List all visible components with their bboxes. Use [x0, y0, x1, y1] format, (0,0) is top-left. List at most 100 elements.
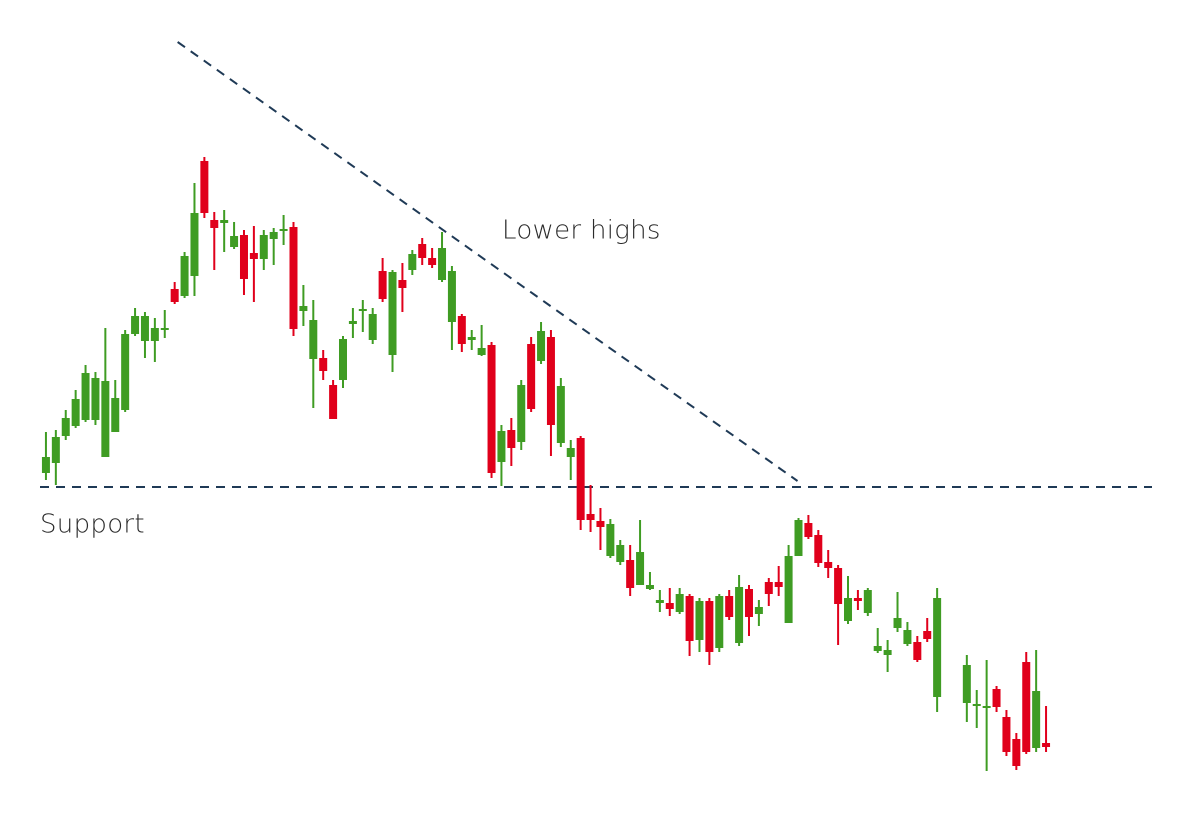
candle-body — [230, 236, 239, 247]
candle-body — [61, 418, 70, 436]
candle-body — [754, 607, 763, 614]
candle-body — [170, 289, 179, 302]
candle-body — [487, 345, 496, 473]
candle-body — [853, 598, 862, 601]
candle-body — [71, 399, 80, 426]
candle-body — [735, 587, 744, 643]
candle-body — [517, 385, 526, 442]
candle-body — [428, 258, 437, 265]
candle-body — [329, 385, 338, 419]
candle-body — [368, 314, 377, 340]
candle-body — [378, 271, 387, 299]
candle-body — [616, 545, 625, 562]
candle-body — [596, 521, 605, 527]
candle-body — [239, 235, 248, 279]
candle-body — [457, 316, 466, 344]
candle-body — [467, 337, 476, 340]
candle-body — [972, 704, 981, 706]
candle-body — [339, 339, 348, 380]
candle-body — [606, 524, 615, 556]
candle-body — [933, 598, 942, 697]
candle-body — [982, 706, 991, 708]
candle-body — [438, 248, 447, 280]
candle-body — [645, 585, 654, 589]
candle-body — [319, 358, 328, 371]
candle-body — [309, 320, 318, 359]
candle-body — [695, 601, 704, 640]
candle-body — [210, 220, 219, 228]
candle-body — [200, 161, 209, 213]
candle-body — [1012, 739, 1021, 766]
candle-body — [180, 256, 189, 296]
candle-body — [269, 232, 278, 239]
candle-body — [893, 618, 902, 628]
candle-body — [725, 596, 734, 617]
candle-body — [744, 589, 753, 617]
candle-body — [883, 650, 892, 655]
candle-body — [824, 562, 833, 568]
candle-body — [447, 271, 456, 322]
candle-body — [814, 535, 823, 563]
plot-area — [40, 41, 1152, 771]
support-label: Support — [40, 510, 145, 540]
candle-body — [140, 316, 149, 341]
candle-body — [408, 254, 417, 270]
candle-body — [418, 244, 427, 258]
candle-body — [715, 596, 724, 648]
candle-body — [1002, 717, 1011, 752]
candle-body — [348, 321, 357, 324]
candle-body — [774, 582, 783, 587]
candle-body — [586, 514, 595, 520]
candle-body — [358, 309, 367, 311]
candle-body — [121, 334, 130, 410]
candle-body — [566, 448, 575, 457]
candle-body — [903, 630, 912, 644]
candle-body — [764, 582, 773, 594]
candle-body — [537, 331, 546, 361]
candle-body — [655, 600, 664, 603]
candle-body — [279, 229, 288, 231]
candle-body — [685, 596, 694, 641]
candle-body — [220, 220, 229, 223]
candle-body — [992, 689, 1001, 707]
candle-body — [1032, 691, 1041, 748]
candle-body — [665, 603, 674, 609]
candle-body — [923, 631, 932, 639]
candle-body — [111, 398, 120, 432]
candle-body — [259, 235, 268, 259]
candle-body — [299, 306, 308, 311]
candle-body — [834, 568, 843, 604]
candle-body — [784, 556, 793, 623]
candle-body — [556, 386, 565, 443]
candle-body — [1042, 743, 1051, 747]
candle-body — [794, 520, 803, 556]
candle-body — [636, 552, 645, 585]
trendline — [177, 41, 799, 482]
candle-body — [1022, 662, 1031, 752]
candle-body — [160, 328, 169, 330]
candle-body — [675, 594, 684, 612]
candle-body — [398, 280, 407, 288]
candle-body — [705, 601, 714, 652]
candle-body — [576, 438, 585, 520]
candle-body — [131, 316, 140, 334]
trendline-label: Lower highs — [502, 216, 661, 246]
candle-body — [873, 646, 882, 651]
candle-body — [546, 337, 555, 425]
candle-body — [527, 344, 536, 409]
candle-body — [913, 642, 922, 660]
candle-body — [804, 523, 813, 537]
candle-body — [626, 560, 635, 588]
candle-body — [150, 328, 159, 341]
candle-body — [844, 598, 853, 621]
candle-body — [51, 437, 60, 463]
candle-body — [101, 381, 110, 457]
candle-body — [962, 665, 971, 703]
candle-body — [497, 431, 506, 462]
candle-body — [190, 213, 199, 276]
candle-body — [477, 348, 486, 355]
candle-body — [41, 457, 50, 473]
candle-body — [507, 430, 516, 448]
